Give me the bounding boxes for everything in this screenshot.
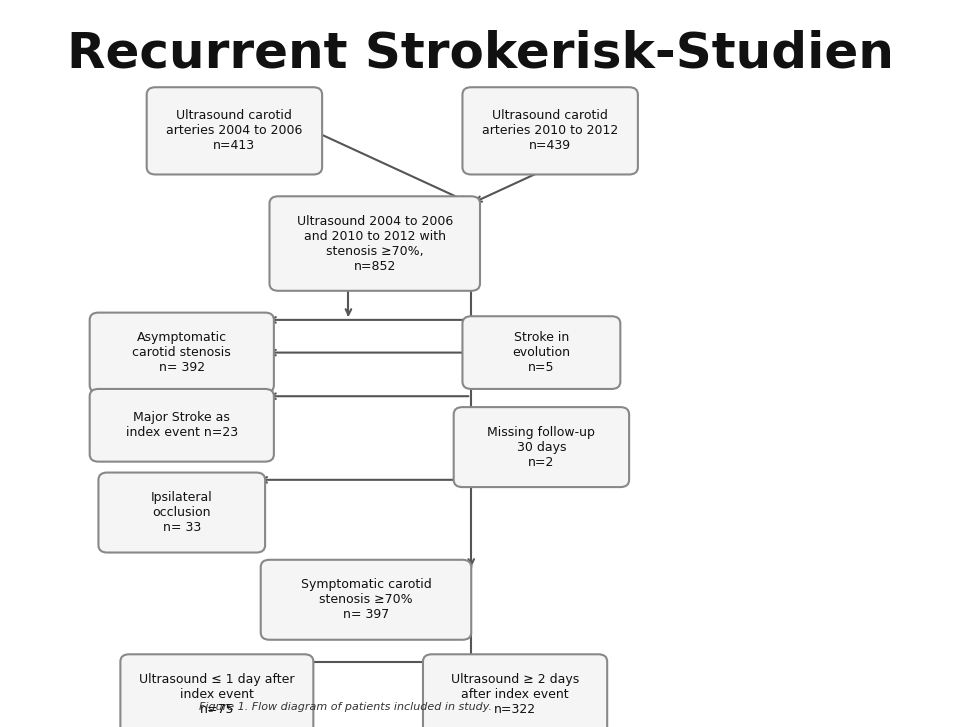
FancyBboxPatch shape [454,407,629,487]
FancyBboxPatch shape [423,654,607,727]
Text: Missing follow-up
30 days
n=2: Missing follow-up 30 days n=2 [488,425,595,469]
Text: Ultrasound ≤ 1 day after
index event
n=75: Ultrasound ≤ 1 day after index event n=7… [139,672,295,716]
FancyBboxPatch shape [261,560,471,640]
Text: Ipsilateral
occlusion
n= 33: Ipsilateral occlusion n= 33 [151,491,213,534]
Text: Stroke in
evolution
n=5: Stroke in evolution n=5 [513,331,570,374]
Text: Ultrasound ≥ 2 days
after index event
n=322: Ultrasound ≥ 2 days after index event n=… [451,672,579,716]
FancyBboxPatch shape [147,87,323,174]
Text: Ultrasound carotid
arteries 2010 to 2012
n=439: Ultrasound carotid arteries 2010 to 2012… [482,109,618,153]
Text: Symptomatic carotid
stenosis ≥70%
n= 397: Symptomatic carotid stenosis ≥70% n= 397 [300,578,431,622]
FancyBboxPatch shape [89,389,274,462]
Text: Recurrent Strokerisk-Studien: Recurrent Strokerisk-Studien [66,29,894,77]
Text: Asymptomatic
carotid stenosis
n= 392: Asymptomatic carotid stenosis n= 392 [132,331,231,374]
FancyBboxPatch shape [270,196,480,291]
Text: Figure 1. Flow diagram of patients included in study.: Figure 1. Flow diagram of patients inclu… [200,702,492,712]
FancyBboxPatch shape [89,313,274,393]
Text: Ultrasound carotid
arteries 2004 to 2006
n=413: Ultrasound carotid arteries 2004 to 2006… [166,109,302,153]
Text: Major Stroke as
index event n=23: Major Stroke as index event n=23 [126,411,238,439]
FancyBboxPatch shape [99,473,265,553]
FancyBboxPatch shape [120,654,313,727]
FancyBboxPatch shape [463,87,637,174]
Text: Ultrasound 2004 to 2006
and 2010 to 2012 with
stenosis ≥70%,
n=852: Ultrasound 2004 to 2006 and 2010 to 2012… [297,214,453,273]
FancyBboxPatch shape [463,316,620,389]
